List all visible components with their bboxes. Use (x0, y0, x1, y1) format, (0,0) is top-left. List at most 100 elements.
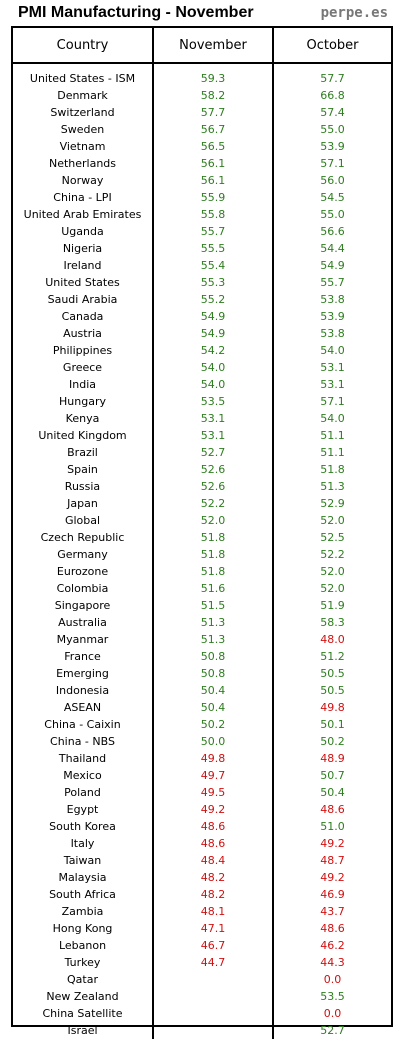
october-value: 52.5 (272, 529, 391, 546)
spacer-row (13, 63, 391, 70)
october-value: 48.6 (272, 920, 391, 937)
country-cell: Ireland (63, 259, 102, 272)
october-value: 50.4 (272, 784, 391, 801)
table-row: Philippines 54.2 54.0 (13, 342, 391, 359)
november-value: 48.1 (152, 903, 273, 920)
table-row: India 54.0 53.1 (13, 376, 391, 393)
november-value: 54.0 (152, 359, 273, 376)
country-cell: China Satellite (42, 1007, 123, 1020)
table-row: Greece 54.0 53.1 (13, 359, 391, 376)
october-value: 52.2 (272, 546, 391, 563)
table-row: Germany 51.8 52.2 (13, 546, 391, 563)
table-row: Israel 52.7 (13, 1022, 391, 1039)
november-value: 47.1 (152, 920, 273, 937)
table-row: Mexico 49.7 50.7 (13, 767, 391, 784)
table-row: Turkey 44.7 44.3 (13, 954, 391, 971)
november-value: 52.2 (152, 495, 273, 512)
november-value: 55.5 (152, 240, 273, 257)
table-row: Austria 54.9 53.8 (13, 325, 391, 342)
october-value: 52.0 (272, 580, 391, 597)
october-value: 56.6 (272, 223, 391, 240)
november-value: 51.8 (152, 546, 273, 563)
november-value: 54.2 (152, 342, 273, 359)
october-value: 48.7 (272, 852, 391, 869)
october-value: 52.0 (272, 512, 391, 529)
october-value: 52.9 (272, 495, 391, 512)
country-cell: United States - ISM (29, 72, 136, 85)
october-value: 53.9 (272, 138, 391, 155)
table-row: China - LPI 55.9 54.5 (13, 189, 391, 206)
country-cell: Mexico (63, 769, 102, 782)
table-row: Malaysia 48.2 49.2 (13, 869, 391, 886)
country-cell: Hong Kong (52, 922, 113, 935)
country-cell: Colombia (56, 582, 109, 595)
column-header-october: October (272, 28, 391, 64)
november-value: 55.3 (152, 274, 273, 291)
november-value: 57.7 (152, 104, 273, 121)
brand-logo: perpe.es (320, 5, 388, 21)
country-cell: Thailand (58, 752, 107, 765)
october-value: 53.1 (272, 376, 391, 393)
country-cell: Italy (70, 837, 95, 850)
november-value: 51.3 (152, 614, 273, 631)
country-cell: Israel (67, 1024, 98, 1037)
november-value: 55.4 (152, 257, 273, 274)
table-row: Zambia 48.1 43.7 (13, 903, 391, 920)
country-cell: Philippines (52, 344, 113, 357)
table-row: Switzerland 57.7 57.4 (13, 104, 391, 121)
page-title: PMI Manufacturing - November (18, 4, 254, 21)
october-value: 43.7 (272, 903, 391, 920)
october-value: 56.0 (272, 172, 391, 189)
november-value: 49.8 (152, 750, 273, 767)
october-value: 53.1 (272, 359, 391, 376)
november-value: 55.9 (152, 189, 273, 206)
country-cell: Spain (67, 463, 98, 476)
november-value: 44.7 (152, 954, 273, 971)
november-value: 52.7 (152, 444, 273, 461)
country-cell: Egypt (66, 803, 99, 816)
october-value: 55.0 (272, 121, 391, 138)
november-value: 54.9 (152, 308, 273, 325)
october-value: 53.9 (272, 308, 391, 325)
country-cell: Indonesia (55, 684, 110, 697)
country-cell: France (64, 650, 101, 663)
november-value: 48.2 (152, 869, 273, 886)
november-value: 50.0 (152, 733, 273, 750)
country-cell: China - LPI (53, 191, 112, 204)
october-value: 50.2 (272, 733, 391, 750)
country-cell: Singapore (54, 599, 111, 612)
october-value: 54.0 (272, 342, 391, 359)
november-value: 53.5 (152, 393, 273, 410)
table-row: Emerging 50.8 50.5 (13, 665, 391, 682)
table-row: Hungary 53.5 57.1 (13, 393, 391, 410)
table-row: Netherlands 56.1 57.1 (13, 155, 391, 172)
country-cell: New Zealand (46, 990, 119, 1003)
country-cell: United Arab Emirates (23, 208, 142, 221)
november-value (152, 971, 273, 988)
october-value: 51.1 (272, 427, 391, 444)
table-row: Uganda 55.7 56.6 (13, 223, 391, 240)
country-cell: Czech Republic (40, 531, 125, 544)
october-value: 53.8 (272, 291, 391, 308)
november-value: 49.7 (152, 767, 273, 784)
country-cell: China - Caixin (44, 718, 121, 731)
table-row: Canada 54.9 53.9 (13, 308, 391, 325)
country-cell: Norway (61, 174, 104, 187)
october-value: 49.2 (272, 835, 391, 852)
country-cell: Nigeria (62, 242, 103, 255)
october-value: 46.9 (272, 886, 391, 903)
october-value: 48.9 (272, 750, 391, 767)
country-cell: United Kingdom (38, 429, 127, 442)
october-value: 66.8 (272, 87, 391, 104)
november-value: 56.1 (152, 172, 273, 189)
november-value: 53.1 (152, 427, 273, 444)
october-value: 46.2 (272, 937, 391, 954)
table-row: Indonesia 50.4 50.5 (13, 682, 391, 699)
october-value: 58.3 (272, 614, 391, 631)
october-value: 52.7 (272, 1022, 391, 1039)
table-row: Singapore 51.5 51.9 (13, 597, 391, 614)
table-row: Nigeria 55.5 54.4 (13, 240, 391, 257)
november-value: 50.4 (152, 699, 273, 716)
november-value: 52.6 (152, 478, 273, 495)
october-value: 55.0 (272, 206, 391, 223)
